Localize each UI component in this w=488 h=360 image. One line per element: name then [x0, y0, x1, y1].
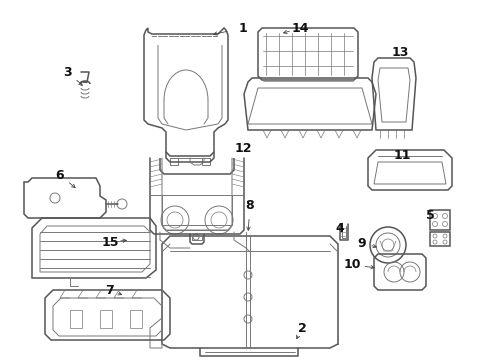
Text: 4: 4: [335, 221, 344, 234]
Text: 1: 1: [238, 22, 247, 35]
Text: 3: 3: [63, 66, 72, 78]
Text: 14: 14: [291, 22, 308, 35]
Text: 12: 12: [234, 141, 251, 154]
Text: 2: 2: [297, 321, 306, 334]
Text: 5: 5: [425, 208, 433, 221]
Text: 7: 7: [105, 284, 114, 297]
Text: 15: 15: [101, 235, 119, 248]
Text: 10: 10: [343, 258, 360, 271]
Text: 11: 11: [392, 149, 410, 162]
Text: 8: 8: [245, 198, 254, 212]
Text: 9: 9: [357, 237, 366, 249]
Text: 13: 13: [390, 45, 408, 59]
Text: 6: 6: [56, 168, 64, 181]
